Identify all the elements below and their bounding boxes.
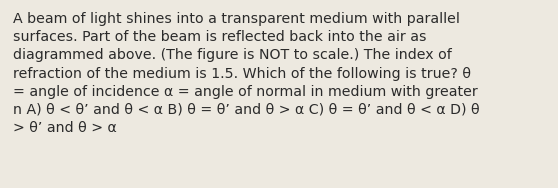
Text: A beam of light shines into a transparent medium with parallel
surfaces. Part of: A beam of light shines into a transparen… <box>13 12 480 135</box>
